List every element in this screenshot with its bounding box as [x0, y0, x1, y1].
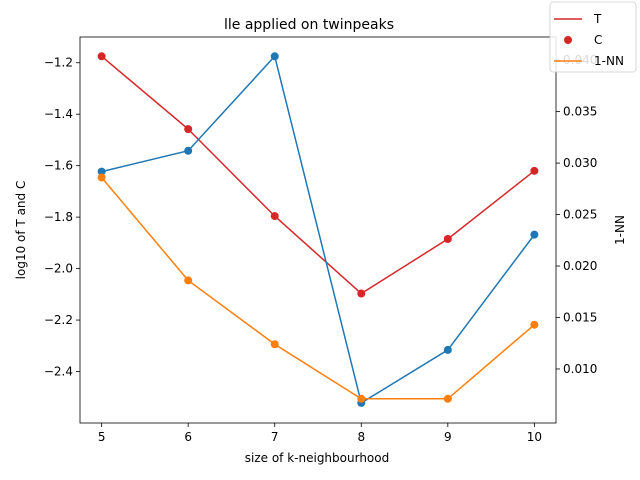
- y-right-tick-label: 0.025: [563, 208, 597, 222]
- y-axis-left: −1.2 −1.4 −1.6 −1.8 −2.0 −2.2 −2.4: [44, 56, 80, 379]
- plot-frame: [79, 36, 557, 424]
- legend-label-1-nn: 1-NN: [594, 54, 624, 68]
- x-tick-label: 10: [527, 430, 542, 444]
- data-point-t: [97, 52, 106, 61]
- y-left-tick-label: −1.4: [44, 107, 73, 121]
- data-point-1-nn: [270, 340, 279, 349]
- y-left-tick-label: −2.4: [44, 365, 73, 379]
- data-point-1-nn: [184, 276, 193, 285]
- x-tick-label: 6: [184, 430, 192, 444]
- data-point-c: [184, 146, 193, 155]
- y-axis-right-title: 1-NN: [613, 215, 627, 245]
- y-right-tick-label: 0.015: [563, 310, 597, 324]
- plot-area: [79, 36, 557, 424]
- x-tick-label: 5: [98, 430, 106, 444]
- data-point-1-nn: [97, 173, 106, 182]
- y-left-tick-label: −1.6: [44, 159, 73, 173]
- series-line-t: [101, 55, 535, 295]
- data-point-c: [443, 345, 452, 354]
- series-line-1-nn: [101, 177, 535, 400]
- y-right-tick-label: 0.030: [563, 156, 597, 170]
- y-left-tick-label: −2.2: [44, 313, 73, 327]
- data-point-c: [97, 167, 106, 176]
- data-point-t: [270, 212, 279, 221]
- y-left-tick-label: −1.8: [44, 210, 73, 224]
- y-right-tick-label: 0.035: [563, 105, 597, 119]
- data-point-c: [270, 52, 279, 61]
- x-axis: 5 6 7 8 9 10: [98, 423, 542, 444]
- x-axis-title: size of k-neighbourhood: [245, 451, 389, 465]
- data-point-1-nn: [357, 394, 366, 403]
- data-point-c: [530, 230, 539, 239]
- x-tick-label: 9: [444, 430, 452, 444]
- data-point-t: [184, 125, 193, 134]
- chart-title: lle applied on twinpeaks: [224, 17, 394, 33]
- legend-label-t: T: [593, 12, 602, 26]
- legend: TC 1-NN: [549, 1, 637, 73]
- data-point-t: [357, 289, 366, 298]
- data-point-t: [443, 235, 452, 244]
- y-left-tick-label: −2.0: [44, 262, 73, 276]
- series-line-c: [101, 54, 535, 405]
- legend-label-c: C: [594, 33, 602, 47]
- y-left-tick-label: −1.2: [44, 56, 73, 70]
- x-tick-label: 7: [271, 430, 279, 444]
- y-axis-left-title: log10 of T and C: [14, 181, 28, 280]
- x-tick-label: 8: [357, 430, 365, 444]
- data-point-t: [530, 166, 539, 175]
- y-right-tick-label: 0.020: [563, 259, 597, 273]
- data-point-1-nn: [530, 320, 539, 329]
- legend-marker-c: [564, 36, 572, 44]
- y-right-tick-label: 0.010: [563, 362, 597, 376]
- data-point-1-nn: [443, 394, 452, 403]
